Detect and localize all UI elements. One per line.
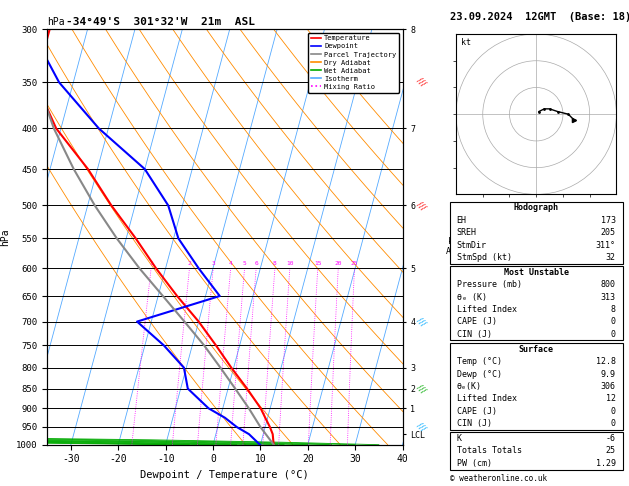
Text: ///: /// <box>415 421 428 433</box>
Text: 306: 306 <box>601 382 616 391</box>
Text: 173: 173 <box>601 216 616 225</box>
Text: 8: 8 <box>273 261 277 266</box>
Text: ///: /// <box>415 199 428 212</box>
Bar <box>450 343 623 430</box>
Text: © weatheronline.co.uk: © weatheronline.co.uk <box>450 474 547 483</box>
Text: 15: 15 <box>314 261 321 266</box>
Text: Temp (°C): Temp (°C) <box>457 357 502 366</box>
Text: 313: 313 <box>601 293 616 302</box>
Text: 2: 2 <box>187 261 191 266</box>
Bar <box>450 266 623 341</box>
Text: Hodograph: Hodograph <box>514 203 559 212</box>
Text: StmSpd (kt): StmSpd (kt) <box>457 253 511 262</box>
Text: 9.9: 9.9 <box>601 369 616 379</box>
Text: ///: /// <box>415 315 428 328</box>
Text: CAPE (J): CAPE (J) <box>457 407 497 416</box>
Text: SREH: SREH <box>457 228 477 237</box>
Text: 6: 6 <box>254 261 258 266</box>
Text: -34°49'S  301°32'W  21m  ASL: -34°49'S 301°32'W 21m ASL <box>66 17 255 27</box>
Text: 12.8: 12.8 <box>596 357 616 366</box>
Bar <box>450 202 623 263</box>
Text: 25: 25 <box>606 447 616 455</box>
Text: 311°: 311° <box>596 241 616 249</box>
Text: Surface: Surface <box>519 345 554 354</box>
Text: 8: 8 <box>611 305 616 314</box>
Text: 1.29: 1.29 <box>596 459 616 468</box>
Text: hPa: hPa <box>47 17 65 27</box>
Text: 12: 12 <box>606 394 616 403</box>
Text: K: K <box>457 434 462 443</box>
Text: 205: 205 <box>601 228 616 237</box>
Text: PW (cm): PW (cm) <box>457 459 492 468</box>
Text: 20: 20 <box>335 261 342 266</box>
Text: ///: /// <box>415 76 428 88</box>
Text: 0: 0 <box>611 419 616 428</box>
Y-axis label: km
ASL: km ASL <box>445 237 460 256</box>
Text: Totals Totals: Totals Totals <box>457 447 521 455</box>
Text: Lifted Index: Lifted Index <box>457 305 516 314</box>
Text: 23.09.2024  12GMT  (Base: 18): 23.09.2024 12GMT (Base: 18) <box>450 12 629 22</box>
Text: Dewp (°C): Dewp (°C) <box>457 369 502 379</box>
Text: 10: 10 <box>286 261 294 266</box>
Text: CIN (J): CIN (J) <box>457 419 492 428</box>
Text: CAPE (J): CAPE (J) <box>457 317 497 327</box>
Text: 1: 1 <box>149 261 153 266</box>
Text: CIN (J): CIN (J) <box>457 330 492 339</box>
Text: 32: 32 <box>606 253 616 262</box>
Text: kt: kt <box>462 38 471 47</box>
Text: 0: 0 <box>611 407 616 416</box>
Text: Most Unstable: Most Unstable <box>504 268 569 277</box>
Text: 5: 5 <box>243 261 247 266</box>
Text: EH: EH <box>457 216 467 225</box>
X-axis label: Dewpoint / Temperature (°C): Dewpoint / Temperature (°C) <box>140 470 309 480</box>
Legend: Temperature, Dewpoint, Parcel Trajectory, Dry Adiabat, Wet Adiabat, Isotherm, Mi: Temperature, Dewpoint, Parcel Trajectory… <box>308 33 399 93</box>
Bar <box>450 433 623 469</box>
Y-axis label: hPa: hPa <box>1 228 11 246</box>
Text: ///: /// <box>415 382 428 395</box>
Text: 3: 3 <box>211 261 215 266</box>
Text: Lifted Index: Lifted Index <box>457 394 516 403</box>
Text: 4: 4 <box>229 261 233 266</box>
Text: -6: -6 <box>606 434 616 443</box>
Text: θₑ (K): θₑ (K) <box>457 293 487 302</box>
Text: 0: 0 <box>611 317 616 327</box>
Text: 800: 800 <box>601 280 616 289</box>
Text: 0: 0 <box>611 330 616 339</box>
Text: StmDir: StmDir <box>457 241 487 249</box>
Text: Pressure (mb): Pressure (mb) <box>457 280 521 289</box>
Text: 25: 25 <box>351 261 359 266</box>
Text: θₑ(K): θₑ(K) <box>457 382 482 391</box>
